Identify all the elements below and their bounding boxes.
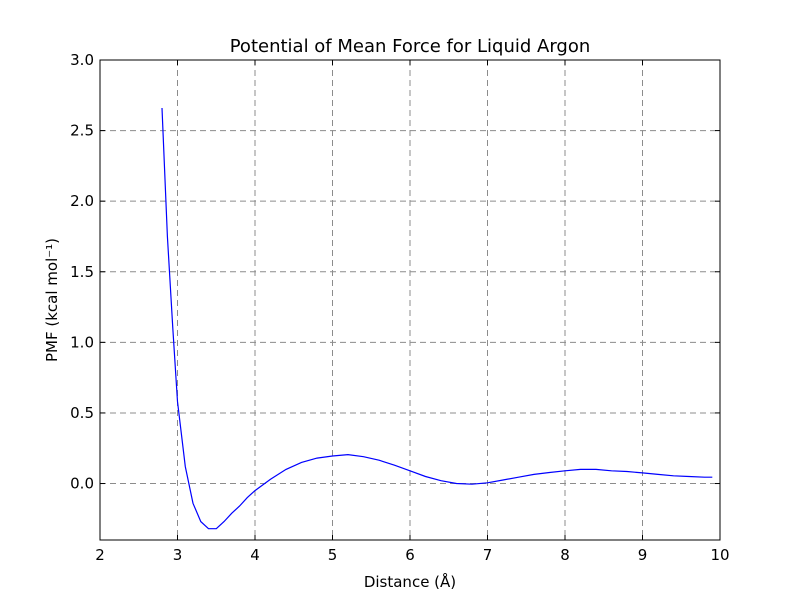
x-tick-label: 6 bbox=[405, 546, 415, 564]
plot-frame bbox=[99, 59, 721, 541]
y-axis-label: PMF (kcal mol⁻¹) bbox=[43, 238, 61, 362]
x-tick-label: 3 bbox=[173, 546, 183, 564]
y-tick-label: 1.5 bbox=[70, 263, 94, 281]
grid-lines bbox=[100, 60, 720, 540]
y-tick-label: 2.0 bbox=[70, 192, 94, 210]
y-tick-label: 3.0 bbox=[70, 51, 94, 69]
x-tick-label: 9 bbox=[638, 546, 648, 564]
x-tick-label: 7 bbox=[483, 546, 493, 564]
y-tick-label: 2.5 bbox=[70, 122, 94, 140]
series-layer bbox=[161, 107, 713, 530]
x-tick-label: 10 bbox=[710, 546, 729, 564]
x-tick-label: 4 bbox=[250, 546, 260, 564]
y-tick-label: 0.0 bbox=[70, 475, 94, 493]
chart-title: Potential of Mean Force for Liquid Argon bbox=[230, 36, 591, 57]
y-tick-label: 1.0 bbox=[70, 333, 94, 351]
x-tick-label: 2 bbox=[95, 546, 105, 564]
pmf-series-line bbox=[161, 107, 713, 530]
y-tick-label: 0.5 bbox=[70, 404, 94, 422]
axis-ticks: 2 3 4 5 6 7 8 9 10 0.0 0.5 1.0 1.5 2.0 2.5 3.0 bbox=[70, 51, 729, 564]
x-tick-label: 8 bbox=[560, 546, 570, 564]
x-tick-label: 5 bbox=[328, 546, 338, 564]
x-axis-label: Distance (Å) bbox=[364, 572, 456, 591]
